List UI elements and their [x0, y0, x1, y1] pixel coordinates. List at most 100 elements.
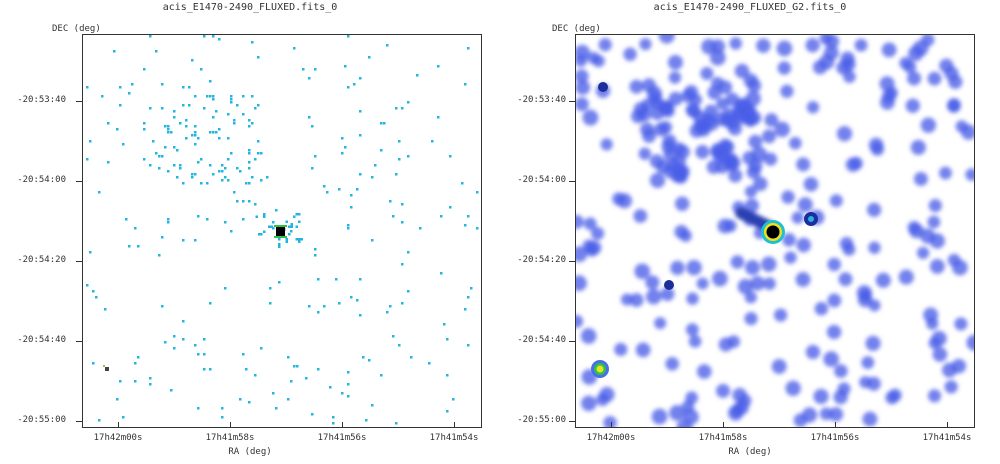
count-pixel — [248, 401, 251, 404]
count-pixel — [149, 35, 152, 38]
blob — [899, 56, 912, 70]
count-pixel — [185, 137, 188, 140]
blob — [791, 211, 804, 224]
count-pixel — [263, 213, 266, 216]
blob — [838, 272, 853, 287]
panel-title: acis_E1470-2490_FLUXED.fits_0 — [162, 2, 338, 13]
count-pixel — [263, 230, 266, 233]
count-pixel — [350, 194, 353, 197]
count-pixel — [182, 320, 185, 323]
count-pixel — [134, 362, 137, 365]
count-pixel — [221, 170, 224, 173]
count-pixel — [365, 419, 368, 422]
count-pixel — [245, 182, 248, 185]
count-pixel — [298, 238, 301, 241]
panel-title: acis_E1470-2490_FLUXED_G2.fits_0 — [653, 2, 847, 13]
blob — [576, 69, 589, 84]
blob — [865, 335, 881, 351]
count-pixel — [311, 413, 314, 416]
count-pixel — [251, 122, 254, 125]
count-pixel — [389, 200, 392, 203]
y-tick-label: -20:55:00 — [517, 415, 566, 425]
blob — [796, 157, 811, 172]
blob — [920, 117, 937, 133]
count-pixel — [335, 278, 338, 281]
count-pixel — [398, 140, 401, 143]
count-pixel — [191, 176, 194, 179]
blob — [681, 89, 696, 104]
count-pixel — [401, 203, 404, 206]
count-pixel — [341, 137, 344, 140]
blob — [796, 237, 811, 253]
blob — [756, 38, 771, 53]
image-plot-area[interactable] — [575, 34, 975, 428]
blob — [635, 342, 651, 358]
count-pixel — [122, 143, 125, 146]
y-tick-mark — [76, 421, 82, 422]
count-pixel — [137, 356, 140, 359]
count-pixel — [467, 296, 470, 299]
count-pixel — [239, 398, 242, 401]
blob — [824, 35, 840, 49]
blob — [641, 78, 656, 93]
count-pixel — [200, 158, 203, 161]
count-pixel — [260, 233, 263, 236]
blob — [668, 71, 682, 84]
count-pixel — [338, 302, 341, 305]
blob — [814, 301, 829, 316]
count-pixel — [298, 213, 301, 216]
count-pixel — [446, 410, 449, 413]
count-pixel — [191, 134, 194, 137]
blob — [696, 364, 712, 379]
blob — [629, 293, 644, 308]
count-pixel — [173, 335, 176, 338]
blob — [771, 359, 787, 374]
count-pixel — [356, 188, 359, 191]
blob — [813, 388, 829, 405]
count-pixel — [242, 353, 245, 356]
x-tick-label: 17h41m58s — [698, 433, 748, 443]
blob — [729, 37, 742, 50]
blob — [744, 260, 761, 276]
count-pixel — [359, 173, 362, 176]
count-pixel — [401, 107, 404, 110]
count-pixel — [314, 68, 317, 71]
blob — [648, 91, 663, 106]
count-pixel — [86, 158, 89, 161]
count-pixel — [230, 98, 233, 101]
blob — [932, 347, 948, 362]
image-plot-area[interactable] — [82, 34, 482, 428]
blob — [929, 258, 945, 274]
count-pixel — [285, 240, 288, 243]
count-pixel — [392, 335, 395, 338]
count-pixel — [329, 386, 332, 389]
count-pixel — [350, 206, 353, 209]
count-pixel — [440, 272, 443, 275]
fluxed-image — [86, 35, 479, 425]
blob — [662, 134, 677, 149]
count-pixel — [401, 263, 404, 266]
count-pixel — [197, 353, 200, 356]
bright-source — [766, 225, 780, 239]
count-pixel — [86, 284, 89, 287]
count-pixel — [257, 152, 260, 155]
blob — [954, 317, 968, 331]
count-pixel — [206, 218, 209, 221]
count-pixel — [179, 122, 182, 125]
count-pixel — [209, 95, 212, 98]
blob — [623, 47, 637, 61]
count-pixel — [212, 95, 215, 98]
count-pixel — [179, 167, 182, 170]
count-pixel — [155, 50, 158, 53]
count-pixel — [260, 347, 263, 350]
blob — [704, 116, 719, 131]
count-pixel — [209, 164, 212, 167]
blob — [906, 71, 922, 86]
x-tick-label: 17h41m56s — [317, 433, 367, 443]
blob — [587, 51, 600, 65]
count-pixel — [248, 167, 251, 170]
count-pixel — [311, 167, 314, 170]
blob — [730, 255, 745, 269]
count-pixel — [215, 131, 218, 134]
count-pixel — [143, 68, 146, 71]
